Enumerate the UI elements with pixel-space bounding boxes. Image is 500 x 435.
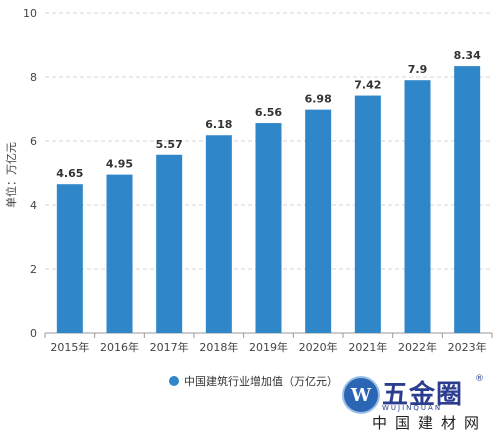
bar [106,174,133,333]
bar [305,109,332,333]
bar [354,95,381,333]
bar [404,80,431,333]
bar [56,184,83,333]
y-axis-label: 单位：万亿元 [4,142,18,208]
data-label: 7.42 [354,79,381,92]
data-label: 6.18 [205,118,232,131]
y-tick-label: 0 [30,327,37,340]
legend-label: 中国建筑行业增加值（万亿元） [184,374,338,388]
bar [255,123,282,333]
x-tick-label: 2020年 [299,340,338,354]
data-label: 6.56 [255,106,282,119]
y-tick-label: 10 [23,7,37,20]
y-tick-label: 4 [30,199,37,212]
data-label: 8.34 [454,49,481,62]
bars [56,66,481,334]
site-watermark-logo: W 五金圈 ® WUJINQUAN 中国建材网 [340,374,490,432]
y-tick-label: 8 [30,71,37,84]
x-tick-label: 2016年 [100,340,139,354]
data-label: 6.98 [305,93,332,106]
data-label: 7.9 [408,63,428,76]
logo-brand-text: 五金圈 [382,380,464,410]
logo-sub-text: WUJINQUAN [382,404,443,412]
data-label: 4.95 [106,158,133,171]
data-label: 5.57 [156,138,183,151]
registered-mark: ® [475,374,484,384]
site-name: 中国建材网 [372,414,488,432]
x-tick-label: 2022年 [398,340,437,354]
data-labels: 4.65 4.95 5.57 6.18 6.56 6.98 7.42 7.9 8.34 [56,49,481,180]
bar [454,66,481,334]
y-tick-label: 2 [30,263,37,276]
y-tick-label: 6 [30,135,37,148]
data-label: 4.65 [56,167,83,180]
x-tick-label: 2023年 [448,340,487,354]
legend: 中国建筑行业增加值（万亿元） [169,374,338,388]
x-tick-label: 2021年 [348,340,387,354]
bar [205,135,232,333]
x-tick-label: 2017年 [150,340,189,354]
bar [156,154,183,333]
legend-swatch [169,376,179,386]
logo-badge-icon: W [342,376,380,414]
x-tick-label: 2018年 [199,340,238,354]
x-tick-label: 2019年 [249,340,288,354]
x-tick-label: 2015年 [50,340,89,354]
